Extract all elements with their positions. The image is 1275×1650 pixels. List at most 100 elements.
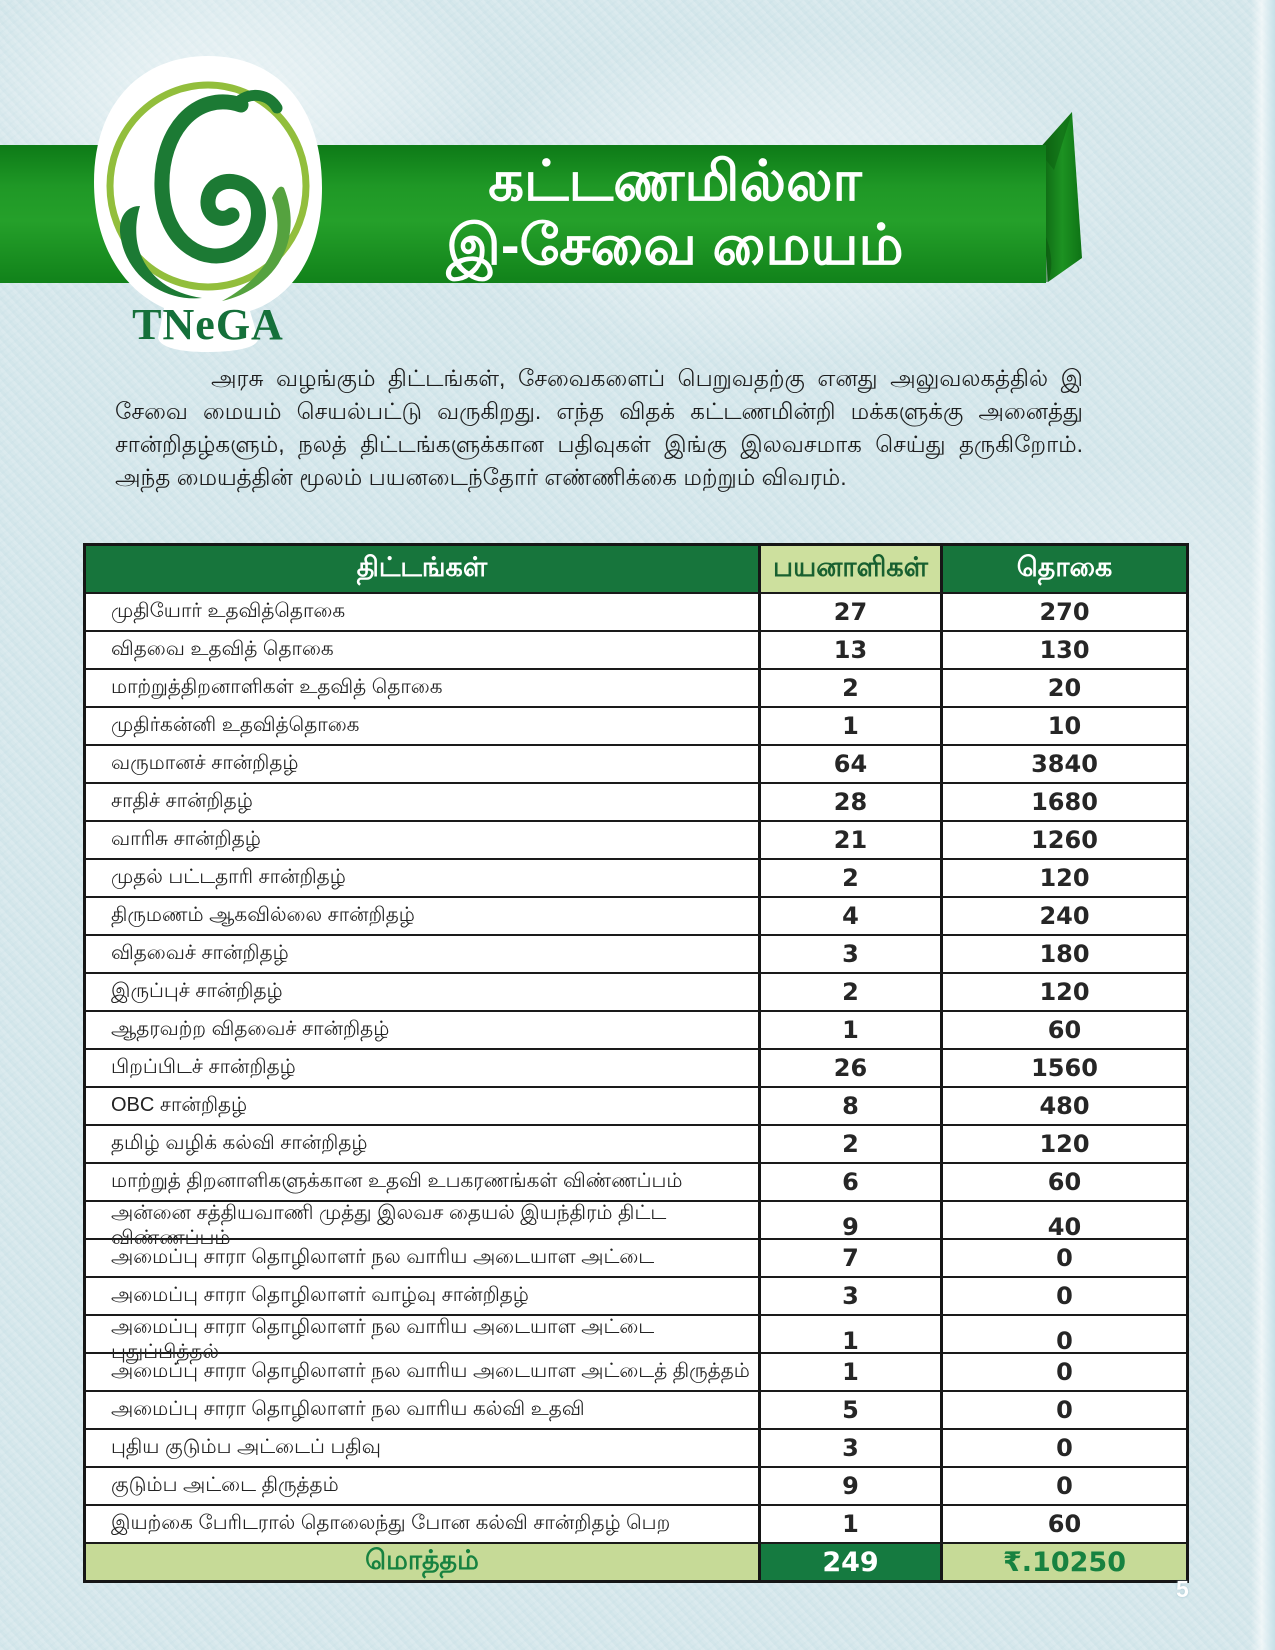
amount-cell: 130	[1039, 636, 1090, 664]
amount-cell: 0	[1056, 1434, 1073, 1462]
tnega-logo-text: TNeGA	[132, 300, 284, 349]
scheme-name-cell: மாற்றுத்திறனாளிகள் உதவித் தொகை	[111, 675, 443, 698]
beneficiaries-cell: 2	[758, 1126, 943, 1162]
table-row: வருமானச் சான்றிதழ் 64 3840	[86, 744, 1186, 782]
amount-cell: 0	[1056, 1358, 1073, 1386]
beneficiaries-cell: 2	[758, 860, 943, 896]
scheme-name-cell: புதிய குடும்ப அட்டைப் பதிவு	[111, 1435, 381, 1458]
table-row: சாதிச் சான்றிதழ் 28 1680	[86, 782, 1186, 820]
table-row: அமைப்பு சாரா தொழிலாளர் வாழ்வு சான்றிதழ் 3…	[86, 1276, 1186, 1314]
amount-cell: 40	[1047, 1213, 1082, 1241]
amount-cell: 0	[1056, 1282, 1073, 1310]
scheme-name-cell: அன்னை சத்தியவாணி முத்து இலவச தையல் இயந்த…	[111, 1202, 667, 1249]
amount-cell: 3840	[1031, 750, 1098, 778]
beneficiaries-cell: 6	[758, 1164, 943, 1200]
scheme-name-cell: பிறப்பிடச் சான்றிதழ்	[111, 1055, 296, 1078]
beneficiaries-cell: 21	[758, 822, 943, 858]
table-row: மாற்றுத் திறனாளிகளுக்கான உதவி உபகரணங்கள்…	[86, 1162, 1186, 1200]
table-row: விதவை உதவித் தொகை 13 130	[86, 630, 1186, 668]
total-beneficiaries-cell: 249	[758, 1544, 943, 1580]
header-amount: தொகை	[943, 546, 1186, 592]
amount-cell: 480	[1039, 1092, 1090, 1120]
amount-cell: 1680	[1031, 788, 1098, 816]
banner-title: கட்டணமில்லா இ-சேவை மையம்	[330, 145, 1020, 283]
scheme-name-cell: குடும்ப அட்டை திருத்தம்	[111, 1473, 339, 1496]
scheme-name-cell: இயற்கை பேரிடரால் தொலைந்து போன கல்வி சான்…	[111, 1511, 671, 1534]
table-row: பிறப்பிடச் சான்றிதழ் 26 1560	[86, 1048, 1186, 1086]
scheme-name-cell: OBC சான்றிதழ்	[111, 1093, 248, 1116]
table-row: முதிர்கன்னி உதவித்தொகை 1 10	[86, 706, 1186, 744]
table-total-row: மொத்தம் 249 ₹.10250	[86, 1542, 1186, 1580]
beneficiaries-cell: 1	[758, 1354, 943, 1390]
amount-cell: 180	[1039, 940, 1090, 968]
amount-cell: 1260	[1031, 826, 1098, 854]
beneficiaries-cell: 7	[758, 1240, 943, 1276]
scheme-name-cell: அமைப்பு சாரா தொழிலாளர் நல வாரிய அடையாள அ…	[111, 1245, 655, 1268]
table-row: அமைப்பு சாரா தொழிலாளர் நல வாரிய கல்வி உத…	[86, 1390, 1186, 1428]
amount-cell: 60	[1047, 1168, 1082, 1196]
table-row: அமைப்பு சாரா தொழிலாளர் நல வாரிய அடையாள அ…	[86, 1238, 1186, 1276]
tnega-logo-emblem-icon	[94, 56, 322, 352]
beneficiaries-cell: 1	[758, 708, 943, 744]
amount-cell: 0	[1056, 1472, 1073, 1500]
banner-title-line1: கட்டணமில்லா	[488, 149, 862, 212]
table-row: அன்னை சத்தியவாணி முத்து இலவச தையல் இயந்த…	[86, 1200, 1186, 1252]
scheme-name-cell: விதவைச் சான்றிதழ்	[111, 941, 289, 964]
table-row: முதல் பட்டதாரி சான்றிதழ் 2 120	[86, 858, 1186, 896]
beneficiaries-cell: 9	[758, 1468, 943, 1504]
amount-cell: 0	[1056, 1244, 1073, 1272]
beneficiaries-cell: 26	[758, 1050, 943, 1086]
intro-paragraph: அரசு வழங்கும் திட்டங்கள், சேவைகளைப் பெறு…	[115, 365, 1083, 490]
table-row: இருப்புச் சான்றிதழ் 2 120	[86, 972, 1186, 1010]
scheme-name-cell: வாரிசு சான்றிதழ்	[111, 827, 261, 850]
beneficiaries-cell: 4	[758, 898, 943, 934]
table-row: இயற்கை பேரிடரால் தொலைந்து போன கல்வி சான்…	[86, 1504, 1186, 1542]
amount-cell: 1560	[1031, 1054, 1098, 1082]
scheme-name-cell: முதியோர் உதவித்தொகை	[111, 599, 346, 622]
page-number: 5	[1176, 1576, 1189, 1602]
schemes-table: திட்டங்கள் பயனாளிகள் தொகை முதியோர் உதவித…	[83, 543, 1189, 1583]
amount-cell: 60	[1047, 1016, 1082, 1044]
beneficiaries-cell: 5	[758, 1392, 943, 1428]
table-body: முதியோர் உதவித்தொகை 27 270 விதவை உதவித் தொக…	[86, 592, 1186, 1542]
beneficiaries-cell: 3	[758, 1278, 943, 1314]
tnega-logo: TNeGA	[88, 48, 328, 354]
table-row: புதிய குடும்ப அட்டைப் பதிவு 3 0	[86, 1428, 1186, 1466]
beneficiaries-cell: 1	[758, 1506, 943, 1542]
table-row: ஆதரவற்ற விதவைச் சான்றிதழ் 1 60	[86, 1010, 1186, 1048]
beneficiaries-cell: 64	[758, 746, 943, 782]
header-beneficiaries: பயனாளிகள்	[758, 546, 943, 592]
table-row: விதவைச் சான்றிதழ் 3 180	[86, 934, 1186, 972]
beneficiaries-cell: 9	[758, 1202, 943, 1252]
amount-cell: 20	[1047, 674, 1082, 702]
scheme-name-cell: திருமணம் ஆகவில்லை சான்றிதழ்	[111, 903, 415, 926]
page-edge-highlight	[1251, 0, 1275, 1650]
amount-cell: 60	[1047, 1510, 1082, 1538]
scheme-name-cell: சாதிச் சான்றிதழ்	[111, 789, 253, 812]
scheme-name-cell: ஆதரவற்ற விதவைச் சான்றிதழ்	[111, 1017, 390, 1040]
scheme-name-cell: மாற்றுத் திறனாளிகளுக்கான உதவி உபகரணங்கள்…	[111, 1169, 683, 1192]
amount-cell: 10	[1047, 712, 1082, 740]
amount-cell: 120	[1039, 864, 1090, 892]
total-amount-cell: ₹.10250	[943, 1544, 1186, 1580]
table-row: அமைப்பு சாரா தொழிலாளர் நல வாரிய அடையாள அ…	[86, 1314, 1186, 1366]
amount-cell: 120	[1039, 1130, 1090, 1158]
beneficiaries-cell: 3	[758, 936, 943, 972]
beneficiaries-cell: 28	[758, 784, 943, 820]
beneficiaries-cell: 1	[758, 1012, 943, 1048]
scheme-name-cell: இருப்புச் சான்றிதழ்	[111, 979, 283, 1002]
table-row: குடும்ப அட்டை திருத்தம் 9 0	[86, 1466, 1186, 1504]
table-row: முதியோர் உதவித்தொகை 27 270	[86, 592, 1186, 630]
scheme-name-cell: வருமானச் சான்றிதழ்	[111, 751, 299, 774]
header-schemes: திட்டங்கள்	[86, 546, 758, 592]
scheme-name-cell: முதிர்கன்னி உதவித்தொகை	[111, 713, 360, 736]
scheme-name-cell: முதல் பட்டதாரி சான்றிதழ்	[111, 865, 346, 888]
scheme-name-cell: அமைப்பு சாரா தொழிலாளர் நல வாரிய கல்வி உத…	[111, 1397, 585, 1420]
scheme-name-cell: விதவை உதவித் தொகை	[111, 637, 334, 660]
scheme-name-cell: தமிழ் வழிக் கல்வி சான்றிதழ்	[111, 1131, 368, 1154]
scheme-name-cell: அமைப்பு சாரா தொழிலாளர் நல வாரிய அடையாள அ…	[111, 1359, 750, 1382]
beneficiaries-cell: 3	[758, 1430, 943, 1466]
beneficiaries-cell: 2	[758, 974, 943, 1010]
scheme-name-cell: அமைப்பு சாரா தொழிலாளர் நல வாரிய அடையாள அ…	[111, 1316, 655, 1363]
total-label-cell: மொத்தம்	[86, 1544, 758, 1580]
